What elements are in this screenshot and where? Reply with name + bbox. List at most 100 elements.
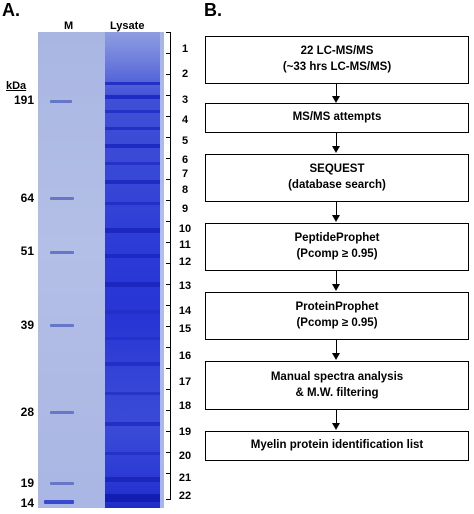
sds-page-gel <box>38 32 164 508</box>
flow-step-subtitle: (Pcomp ≥ 0.95) <box>296 317 378 329</box>
flow-step-peptideprophet: PeptideProphet (Pcomp ≥ 0.95) <box>205 223 469 271</box>
marker-lane-label: M <box>64 20 74 32</box>
slice-tick <box>166 74 171 75</box>
slice-number: 6 <box>181 154 189 166</box>
flow-step-title: PeptideProphet <box>294 232 380 245</box>
slice-number: 20 <box>178 450 192 462</box>
slice-tick <box>166 499 171 500</box>
slice-tick <box>166 221 171 222</box>
flow-step-subtitle: & M.W. filtering <box>295 386 379 399</box>
slice-number: 12 <box>178 256 192 268</box>
slice-number: 15 <box>178 323 192 335</box>
flow-step-title: 22 LC-MS/MS <box>300 45 374 58</box>
slice-number: 10 <box>178 223 192 235</box>
marker-band-28 <box>50 411 74 414</box>
slice-tick <box>166 284 171 285</box>
slice-number: 7 <box>181 168 189 180</box>
slice-number: 9 <box>181 203 189 215</box>
lysate-band <box>105 82 160 85</box>
lysate-band <box>105 180 160 184</box>
lysate-band <box>105 477 160 482</box>
slice-tick <box>166 53 171 54</box>
flow-arrow <box>336 84 337 97</box>
flow-step-title: ProteinProphet <box>295 301 379 314</box>
flow-step-msms-attempts: MS/MS attempts <box>205 103 469 133</box>
mw-label: 14 <box>20 496 34 510</box>
lysate-lane-label: Lysate <box>110 20 145 32</box>
slice-tick <box>166 158 171 159</box>
slice-number: 8 <box>181 184 189 196</box>
marker-band-14 <box>44 500 74 504</box>
slice-number: 22 <box>178 490 192 502</box>
marker-band-39 <box>50 324 74 327</box>
slice-number: 16 <box>178 350 192 362</box>
arrow-down-icon <box>332 215 340 222</box>
flow-step-subtitle: (database search) <box>288 179 386 191</box>
slice-tick <box>166 32 171 33</box>
flow-step-sequest: SEQUEST (database search) <box>205 154 469 202</box>
lysate-band <box>105 392 160 395</box>
lysate-band <box>105 422 160 426</box>
lysate-band <box>105 494 160 502</box>
flow-arrow <box>336 133 337 147</box>
slice-tick <box>166 473 171 474</box>
flow-step-proteinprophet: ProteinProphet (Pcomp ≥ 0.95) <box>205 292 469 340</box>
arrow-down-icon <box>332 146 340 153</box>
slice-tick <box>166 368 171 369</box>
slice-number: 14 <box>178 305 192 317</box>
slice-number: 1 <box>181 43 189 55</box>
flow-step-subtitle: (Pcomp ≥ 0.95) <box>296 248 378 260</box>
slice-tick <box>166 137 171 138</box>
slice-tick <box>166 389 171 390</box>
panel-a-label: A. <box>2 0 20 20</box>
slice-number: 13 <box>178 280 192 292</box>
lysate-band <box>105 310 160 314</box>
flow-arrow <box>336 340 337 354</box>
lysate-band <box>105 162 160 165</box>
lysate-lane <box>105 32 160 508</box>
slice-number: 3 <box>181 94 189 106</box>
slice-tick <box>166 431 171 432</box>
slice-tick <box>166 242 171 243</box>
mw-label: 39 <box>20 318 34 332</box>
panel-b-label: B. <box>204 0 222 20</box>
marker-band-51 <box>50 251 74 254</box>
marker-band-64 <box>50 197 74 200</box>
slice-tick <box>166 200 171 201</box>
mw-label: 64 <box>20 191 34 205</box>
flow-step-title: MS/MS attempts <box>292 111 382 124</box>
arrow-down-icon <box>332 96 340 103</box>
flow-step-title: SEQUEST <box>309 163 365 176</box>
lysate-band <box>105 452 160 455</box>
slice-tick <box>166 116 171 117</box>
slice-tick <box>166 410 171 411</box>
slice-tick <box>166 326 171 327</box>
slice-number: 2 <box>181 68 189 80</box>
marker-band-19 <box>50 482 74 485</box>
slice-number: 11 <box>179 239 191 251</box>
slice-number: 5 <box>181 135 189 147</box>
arrow-down-icon <box>332 353 340 360</box>
flow-step-title: Manual spectra analysis <box>270 370 404 383</box>
lysate-band <box>105 202 160 205</box>
flow-step-manual-analysis: Manual spectra analysis & M.W. filtering <box>205 361 469 410</box>
slice-number: 18 <box>178 400 192 412</box>
flow-step-lc-ms: 22 LC-MS/MS (~33 hrs LC-MS/MS) <box>205 36 469 84</box>
flow-arrow <box>336 202 337 216</box>
slice-number: 21 <box>178 472 192 484</box>
slice-divider-line <box>170 32 171 500</box>
slice-number: 19 <box>178 426 192 438</box>
lysate-band <box>105 362 160 366</box>
lysate-band <box>105 337 160 340</box>
lysate-band <box>105 110 160 113</box>
mw-label: 51 <box>20 244 34 258</box>
lysate-band <box>105 228 160 233</box>
arrow-down-icon <box>332 423 340 430</box>
gel-slice-ladder: 1 2 3 4 5 6 7 8 9 10 11 12 13 14 15 16 1… <box>164 32 202 508</box>
mw-label: 19 <box>20 476 34 490</box>
mw-label: 191 <box>13 93 34 107</box>
slice-number: 17 <box>178 376 192 388</box>
lysate-band <box>105 254 160 258</box>
lysate-band <box>105 282 160 287</box>
slice-number: 4 <box>181 114 189 126</box>
